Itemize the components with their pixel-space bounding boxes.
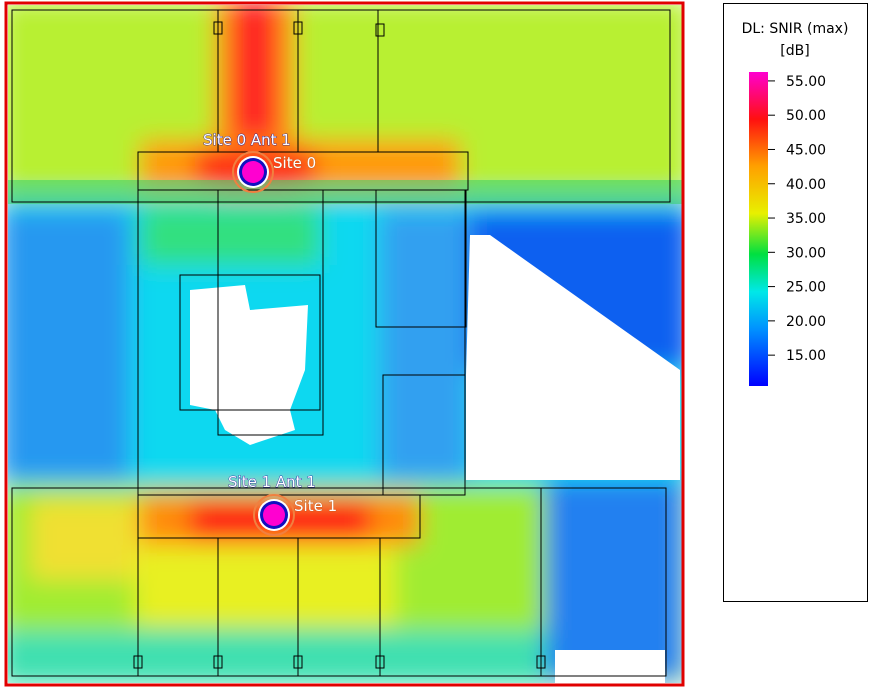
antenna-label: Site 1 Ant 1 (228, 473, 316, 491)
map-frame (4, 1, 685, 687)
colorbar-tick-label: 30.00 (786, 245, 826, 261)
colorbar-tick-label: 35.00 (786, 211, 826, 227)
colorbar (749, 72, 768, 386)
site-1-marker (253, 494, 295, 536)
coverage-map (8, 5, 682, 683)
colorbar-tick-label: 55.00 (786, 74, 826, 90)
antenna-label: Site 0 Ant 1 (203, 131, 291, 149)
floor-plan-walls (11, 9, 671, 677)
colorbar-tick-label: 50.00 (786, 108, 826, 124)
site-0-marker (232, 151, 274, 193)
site-label: Site 0 (273, 154, 316, 172)
site-label: Site 1 (294, 497, 337, 515)
colorbar-tick-label: 15.00 (786, 348, 826, 364)
colorbar-tick-label: 20.00 (786, 314, 826, 330)
legend-unit: [dB] (780, 43, 809, 59)
colorbar-tick-label: 45.00 (786, 142, 826, 158)
colorbar-tick-label: 40.00 (786, 177, 826, 193)
colorbar-tick-label: 25.00 (786, 280, 826, 296)
legend-box (723, 3, 868, 602)
legend: DL: SNIR (max) [dB] 55.00 50.00 45.00 40.00… (723, 3, 868, 602)
legend-title: DL: SNIR (max) (742, 21, 849, 37)
